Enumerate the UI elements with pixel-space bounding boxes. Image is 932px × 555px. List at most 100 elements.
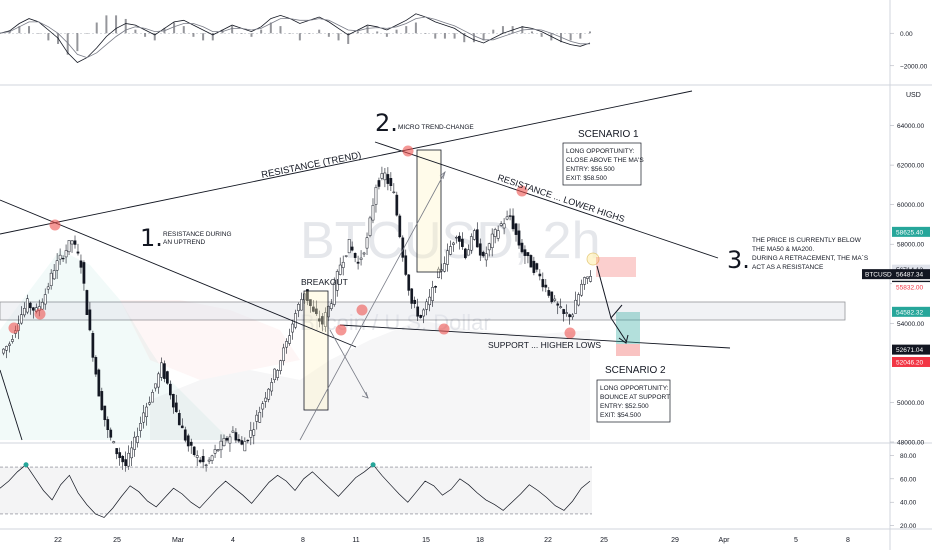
rsi-tick-label: 40.00	[900, 500, 917, 507]
time-tick-label: 22	[544, 537, 552, 544]
macd-histogram-bar	[47, 33, 50, 41]
scenario2-line2: BOUNCE AT SUPPORT	[600, 394, 670, 401]
candle	[160, 357, 163, 381]
price-label: 54582.32	[892, 306, 930, 317]
macd-tick-label: 0.00	[900, 31, 913, 38]
candle	[395, 191, 399, 217]
annotation-number-2: 2.	[375, 109, 398, 137]
candle	[46, 282, 50, 294]
macd-histogram-bar	[182, 26, 185, 34]
candle	[362, 251, 366, 257]
candle	[64, 244, 68, 264]
macd-histogram-bar	[463, 33, 466, 43]
candle	[550, 291, 554, 304]
candle	[464, 247, 467, 260]
candle	[20, 306, 23, 325]
macd-histogram-bar	[405, 26, 408, 34]
candle	[25, 294, 29, 315]
resistance-trend-label: RESISTANCE (TREND)	[260, 150, 362, 181]
candle	[124, 451, 128, 472]
rsi-tick-label: 20.00	[900, 523, 917, 530]
macd-histogram-bar	[202, 33, 205, 41]
candle	[192, 446, 196, 457]
candle	[207, 457, 211, 465]
scenario2-line3: ENTRY: $52.500	[600, 403, 649, 410]
candle	[347, 239, 351, 254]
annotation-1-line1: RESISTANCE DURING	[163, 231, 232, 238]
candle	[8, 341, 11, 353]
candle	[186, 433, 190, 452]
uptrend-arrow	[299, 171, 446, 441]
candle	[490, 228, 494, 257]
svg-text:55832.00: 55832.00	[896, 285, 923, 292]
time-tick-label: 22	[54, 537, 62, 544]
candle	[317, 310, 321, 328]
candle	[267, 388, 271, 403]
candle	[118, 447, 122, 466]
macd-histogram-bar	[28, 26, 31, 34]
candle	[523, 245, 527, 265]
rsi-tick-label: 80.00	[900, 453, 917, 460]
macd-histogram-bar	[269, 22, 272, 34]
macd-histogram-bar	[395, 29, 398, 34]
time-tick-label: 25	[600, 537, 608, 544]
candle	[228, 433, 232, 452]
candle	[285, 338, 288, 354]
macd-histogram-bar	[144, 33, 147, 37]
candle	[466, 244, 470, 256]
candle	[294, 309, 297, 330]
price-label: 52671.04	[892, 344, 930, 355]
candle	[112, 440, 116, 444]
time-tick-label: 29	[671, 537, 679, 544]
candle	[279, 359, 282, 375]
time-tick-label: 15	[422, 537, 430, 544]
candle	[237, 434, 241, 444]
candle	[91, 330, 95, 362]
macd-histogram-bar	[414, 22, 417, 34]
macd-histogram-bar	[318, 29, 321, 34]
time-tick-label: Apr	[719, 537, 731, 544]
price-tick-label: 48000.00	[897, 440, 924, 447]
candle	[85, 289, 89, 315]
candle	[306, 289, 309, 306]
annotation-3-line3: DURING A RETRACEMENT, THE MA`S	[752, 255, 869, 262]
candle	[315, 300, 318, 316]
candle	[115, 448, 119, 460]
lower-highs-line	[374, 141, 719, 259]
candle	[216, 448, 220, 453]
candle	[574, 291, 577, 314]
candle	[335, 269, 339, 297]
rsi-line	[0, 464, 591, 518]
breakout-box	[303, 290, 329, 411]
candle	[288, 328, 291, 346]
candle	[365, 232, 369, 255]
candle	[145, 402, 148, 426]
candle	[270, 378, 274, 396]
scenario1-line2: CLOSE ABOVE THE MA'S	[566, 157, 644, 164]
candle	[389, 172, 393, 192]
macd-histogram-bar	[105, 15, 108, 34]
candle	[246, 439, 250, 444]
macd-histogram-bar	[482, 33, 485, 41]
candle	[195, 450, 199, 467]
scenario2-target-box	[616, 312, 640, 344]
scenario1-risk-box	[596, 257, 636, 277]
candlestick-series	[2, 166, 592, 472]
candle	[312, 300, 315, 313]
candle	[505, 210, 509, 221]
price-tick-label: 54000.00	[897, 321, 924, 328]
scenario1-line3: ENTRY: $56.500	[566, 166, 615, 173]
macd-histogram-bar	[134, 29, 137, 34]
price-label: 55832.00	[892, 282, 930, 293]
svg-text:54582.32: 54582.32	[896, 309, 923, 316]
candle	[127, 445, 130, 470]
candle	[55, 253, 59, 279]
candle	[213, 444, 217, 458]
candle	[291, 319, 294, 340]
svg-text:52671.04: 52671.04	[896, 347, 923, 354]
candle	[419, 314, 423, 319]
macd-histogram-bar	[434, 33, 437, 39]
candle	[210, 454, 214, 465]
macd-histogram-bar	[211, 33, 214, 41]
